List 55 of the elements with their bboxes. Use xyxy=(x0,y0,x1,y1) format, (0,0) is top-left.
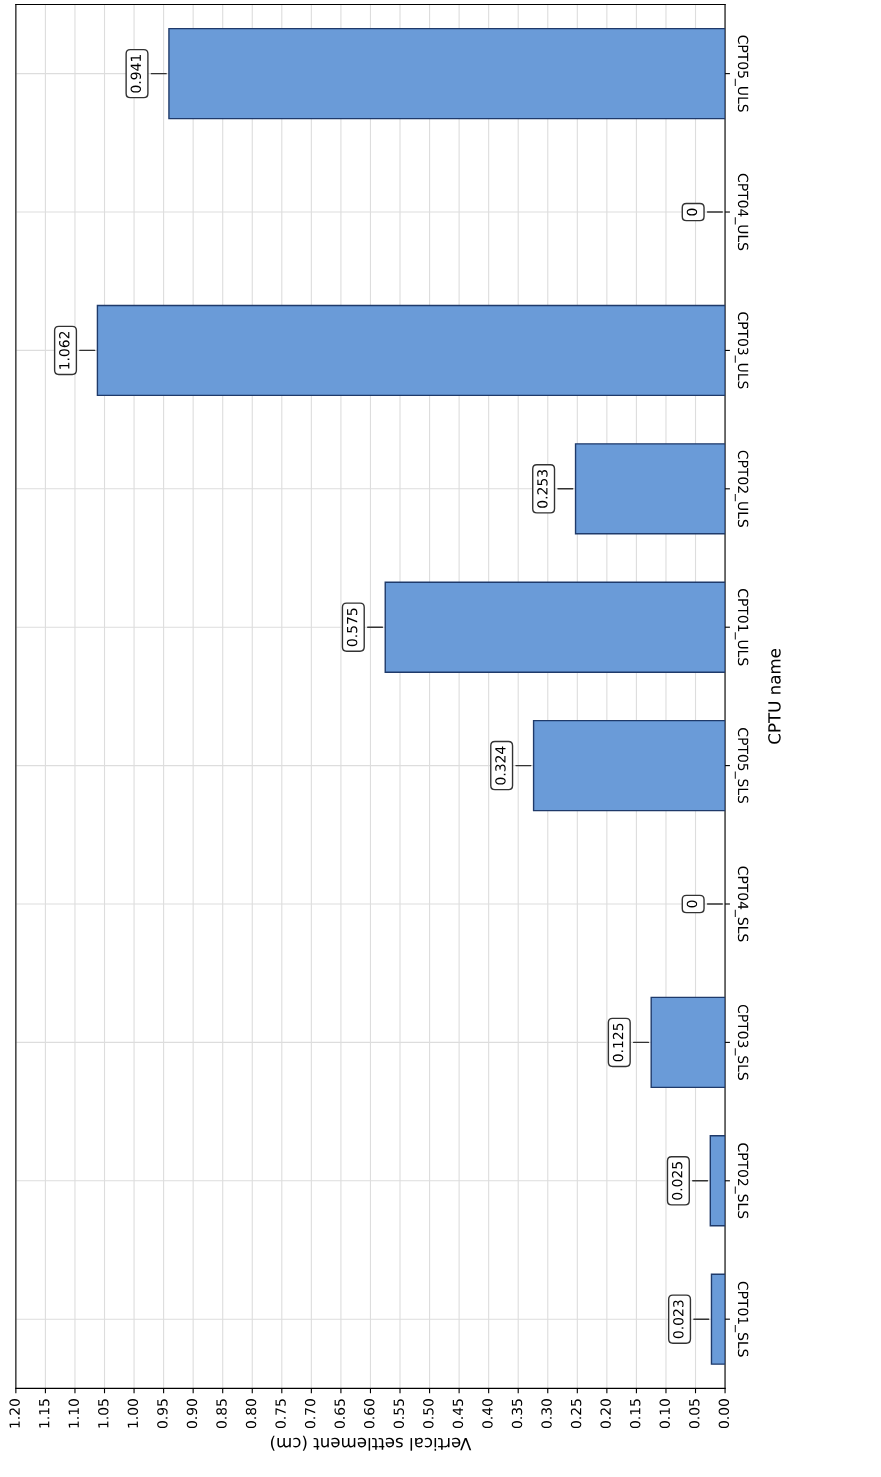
x-tick-label: 1.00 xyxy=(127,1399,139,1428)
x-tick-label: 0.05 xyxy=(689,1399,700,1429)
y-tick-label: CPT02_SLS xyxy=(734,1143,749,1219)
x-tick-label: 0.80 xyxy=(245,1399,257,1429)
x-tick-label: 0.60 xyxy=(363,1399,375,1429)
bar xyxy=(650,996,726,1089)
bar xyxy=(384,581,726,673)
x-tick-label: 0.90 xyxy=(186,1399,198,1429)
y-tick-label: CPT05_SLS xyxy=(734,728,749,804)
x-tick-label: 1.15 xyxy=(39,1399,50,1428)
bar xyxy=(709,1135,726,1227)
data-label: 0.025 xyxy=(671,1162,683,1200)
bar xyxy=(574,443,726,535)
x-tick-label: 0.55 xyxy=(393,1399,405,1429)
x-axis-title: Vertical settlement (cm) xyxy=(270,1435,472,1451)
y-tick-label: CPT04_ULS xyxy=(734,173,749,251)
data-label: 0 xyxy=(686,900,698,908)
data-label: 0 xyxy=(686,208,698,216)
x-tick-label: 0.15 xyxy=(629,1399,641,1429)
data-label: 1.062 xyxy=(59,331,70,369)
x-tick-label: 0.45 xyxy=(452,1399,464,1429)
y-axis-title: CPTU name xyxy=(768,648,781,744)
x-tick-label: 0.65 xyxy=(334,1399,345,1429)
x-tick-label: 0.85 xyxy=(216,1399,227,1429)
x-tick-label: 0.00 xyxy=(718,1399,730,1429)
x-tick-label: 0.35 xyxy=(511,1399,523,1429)
y-tick-label: CPT02_ULS xyxy=(734,450,749,527)
data-label: 0.125 xyxy=(612,1023,624,1062)
data-label: 0.575 xyxy=(346,608,358,647)
y-tick-label: CPT05_ULS xyxy=(734,35,749,112)
bar xyxy=(168,27,726,120)
x-tick-label: 0.70 xyxy=(304,1399,316,1429)
x-tick-label: 1.05 xyxy=(98,1399,109,1428)
x-tick-label: 1.10 xyxy=(68,1399,79,1428)
bar xyxy=(96,304,726,397)
x-tick-label: 0.95 xyxy=(157,1399,168,1429)
x-tick-label: 0.30 xyxy=(541,1399,552,1429)
x-tick-label: 1.20 xyxy=(9,1399,20,1428)
y-tick-label: CPT01_ULS xyxy=(734,589,749,666)
x-tick-label: 0.40 xyxy=(482,1399,493,1429)
data-label: 0.941 xyxy=(130,55,142,93)
data-label: 0.324 xyxy=(495,746,506,785)
y-tick-label: CPT03_SLS xyxy=(734,1004,749,1080)
bar xyxy=(532,719,726,812)
x-tick-label: 0.10 xyxy=(659,1399,670,1429)
x-tick-label: 0.75 xyxy=(275,1399,286,1429)
x-tick-label: 0.50 xyxy=(423,1399,434,1429)
x-tick-label: 0.20 xyxy=(600,1399,611,1429)
y-tick-label: CPT04_SLS xyxy=(734,866,749,942)
y-tick-label: CPT03_ULS xyxy=(734,312,749,389)
data-label: 0.253 xyxy=(537,470,548,508)
x-tick-label: 0.25 xyxy=(570,1399,582,1429)
data-label: 0.023 xyxy=(673,1300,684,1339)
y-tick-label: CPT01_SLS xyxy=(734,1281,749,1357)
bar xyxy=(710,1273,726,1365)
